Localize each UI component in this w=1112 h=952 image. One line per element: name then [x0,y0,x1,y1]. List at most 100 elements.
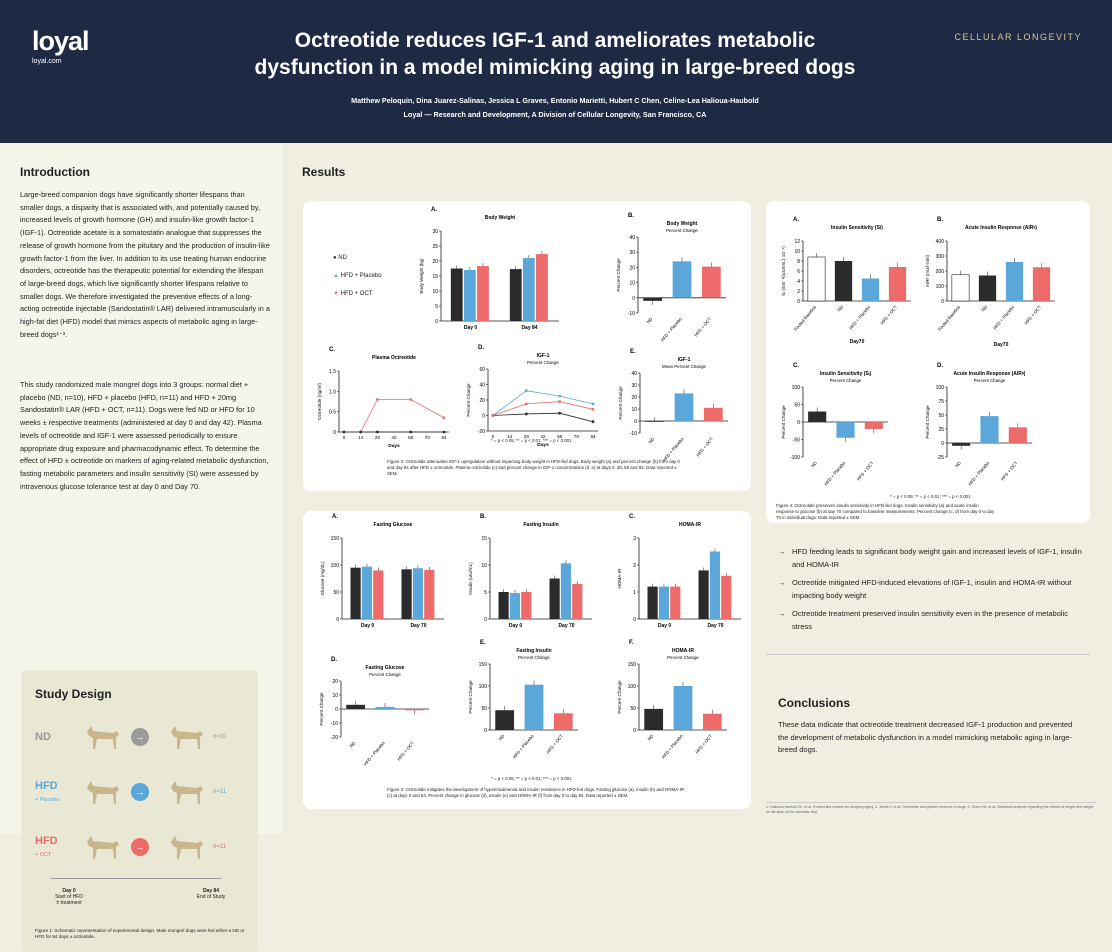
y-axis-label: Insulin (uIU/mL) [468,562,473,595]
y-tick-label: 10 [794,249,800,255]
affiliation: Loyal — Research and Development, A Divi… [403,110,707,119]
sig-note: * = p < 0.05; ** = p < 0.01; *** = p < 0… [890,494,971,499]
bar [698,570,709,619]
x-axis-label: Days [388,443,400,449]
x-tick-label: 14 [507,434,513,439]
x-tick-label: HFD + Placebo [992,304,1015,331]
bar [978,275,997,301]
panel-letter: E. [630,349,636,355]
x-tick-label: HFD + OCT [694,733,713,754]
y-tick-label: 20 [332,679,338,685]
y-tick-label: 50 [938,413,944,419]
y-tick-label: 300 [936,254,945,260]
dog-icon [171,781,203,804]
chart-title: HOMA-IR [672,648,694,654]
x-tick-label: HFD + Placebo [661,733,684,760]
panel-letter: A. [332,514,338,520]
y-tick-label: 12 [794,239,800,245]
x-tick-label: Day 0 [464,325,478,331]
y-tick-label: 100 [792,385,801,391]
x-tick-label: Pooled Baseline [937,304,962,332]
chart-title: Acute Insulin Response (AIRᵍ) [965,225,1037,231]
series-line [492,412,594,423]
x-tick-label: ND [648,436,656,444]
chart-subtitle: Percent Change [667,655,699,660]
x-tick-label: Day 0 [658,623,672,629]
figure-2-panel: 0 5 10 15 20 25 30 Body Weight (kg) A. Body Weigh… [303,201,751,491]
chart-subtitle: Percent Change [527,360,559,365]
bar [808,411,827,422]
bar [702,713,722,730]
bar [834,261,853,301]
panel-letter: C. [329,347,335,353]
y-tick-label: 30 [629,250,635,256]
poster-title: Octreotide reduces IGF-1 and ameliorates… [254,29,856,79]
group-oct-label: HFD [35,835,58,847]
bar [1032,267,1051,301]
y-tick-label: 30 [631,383,637,389]
chart-title: Body Weight [485,215,516,221]
chart-title: Fasting Insulin [523,522,558,528]
figure-1-caption: Figure 1: Schematic representation of ex… [35,928,245,939]
bar [836,422,855,438]
key-findings [766,537,1090,655]
x-tick-label: Day 84 [521,325,537,331]
group-oct-n: n=11 [213,844,227,850]
x-group-label: Day70 [850,339,865,345]
chart-title: Acute Insulin Response (AIRᵍ) [954,371,1026,377]
chart-subtitle: Percent Change [974,378,1006,383]
bar [644,708,664,730]
chart-subtitle: Percent Change [830,378,862,383]
bar [412,568,424,619]
group-hfd-label: HFD [35,780,58,792]
x-tick-label: Day 0 [509,623,523,629]
bar [424,569,435,619]
bar [709,551,721,619]
y-tick-label: 200 [936,269,945,275]
x-tick-label: 84 [590,434,596,439]
panel-letter: E. [480,640,486,646]
y-tick-label: -100 [790,455,800,461]
y-tick-label: -10 [630,431,637,437]
data-point [591,402,595,406]
y-tick-label: 10 [332,693,338,699]
x-tick-label: HFD + Placebo [363,740,386,767]
x-tick-label: 56 [408,435,414,440]
bar [375,706,395,709]
bar [888,267,907,301]
bar [361,566,373,619]
y-axis-label: HOMA-IR [617,568,622,589]
data-point [442,430,446,434]
y-tick-label: 10 [631,407,637,413]
figure-3-caption: Figure 3: Octreotide mitigates the devel… [387,787,684,798]
chart-title: IGF-1 [537,353,550,359]
bar [980,416,999,443]
y-tick-label: 0 [632,296,635,302]
y-tick-label: 50 [333,590,339,596]
y-tick-label: 0 [435,319,438,325]
y-tick-label: 3 [633,536,636,542]
y-tick-label: 20 [631,395,637,401]
bar [670,586,681,619]
chart-title: Fasting Glucose [374,522,413,528]
bar [1005,262,1024,301]
finding-item: → Octreotide treatment preserved insulin … [778,609,1068,631]
bar [498,592,509,619]
dog-icon [171,836,203,859]
y-tick-label: 150 [479,662,488,668]
site-url[interactable]: loyal.com [32,58,62,65]
y-axis-label: Percent Change [617,680,622,714]
y-axis-label: Glucose (mg/dL) [320,561,325,595]
chart-subtitle: Percent Change [518,655,550,660]
bar [807,256,826,302]
bar [401,569,412,619]
bar [509,593,521,619]
y-tick-label: 40 [479,383,485,389]
study-design-box: Study Design ND n=10 → HFD + Placebo n=1… [21,670,258,952]
y-tick-label: 1 [633,590,636,596]
bar [701,266,721,298]
chart-title: Body Weight [667,221,698,227]
x-tick-label: Day 70 [707,623,723,629]
y-tick-label: 0 [634,419,637,425]
panel-letter: B. [937,217,943,223]
